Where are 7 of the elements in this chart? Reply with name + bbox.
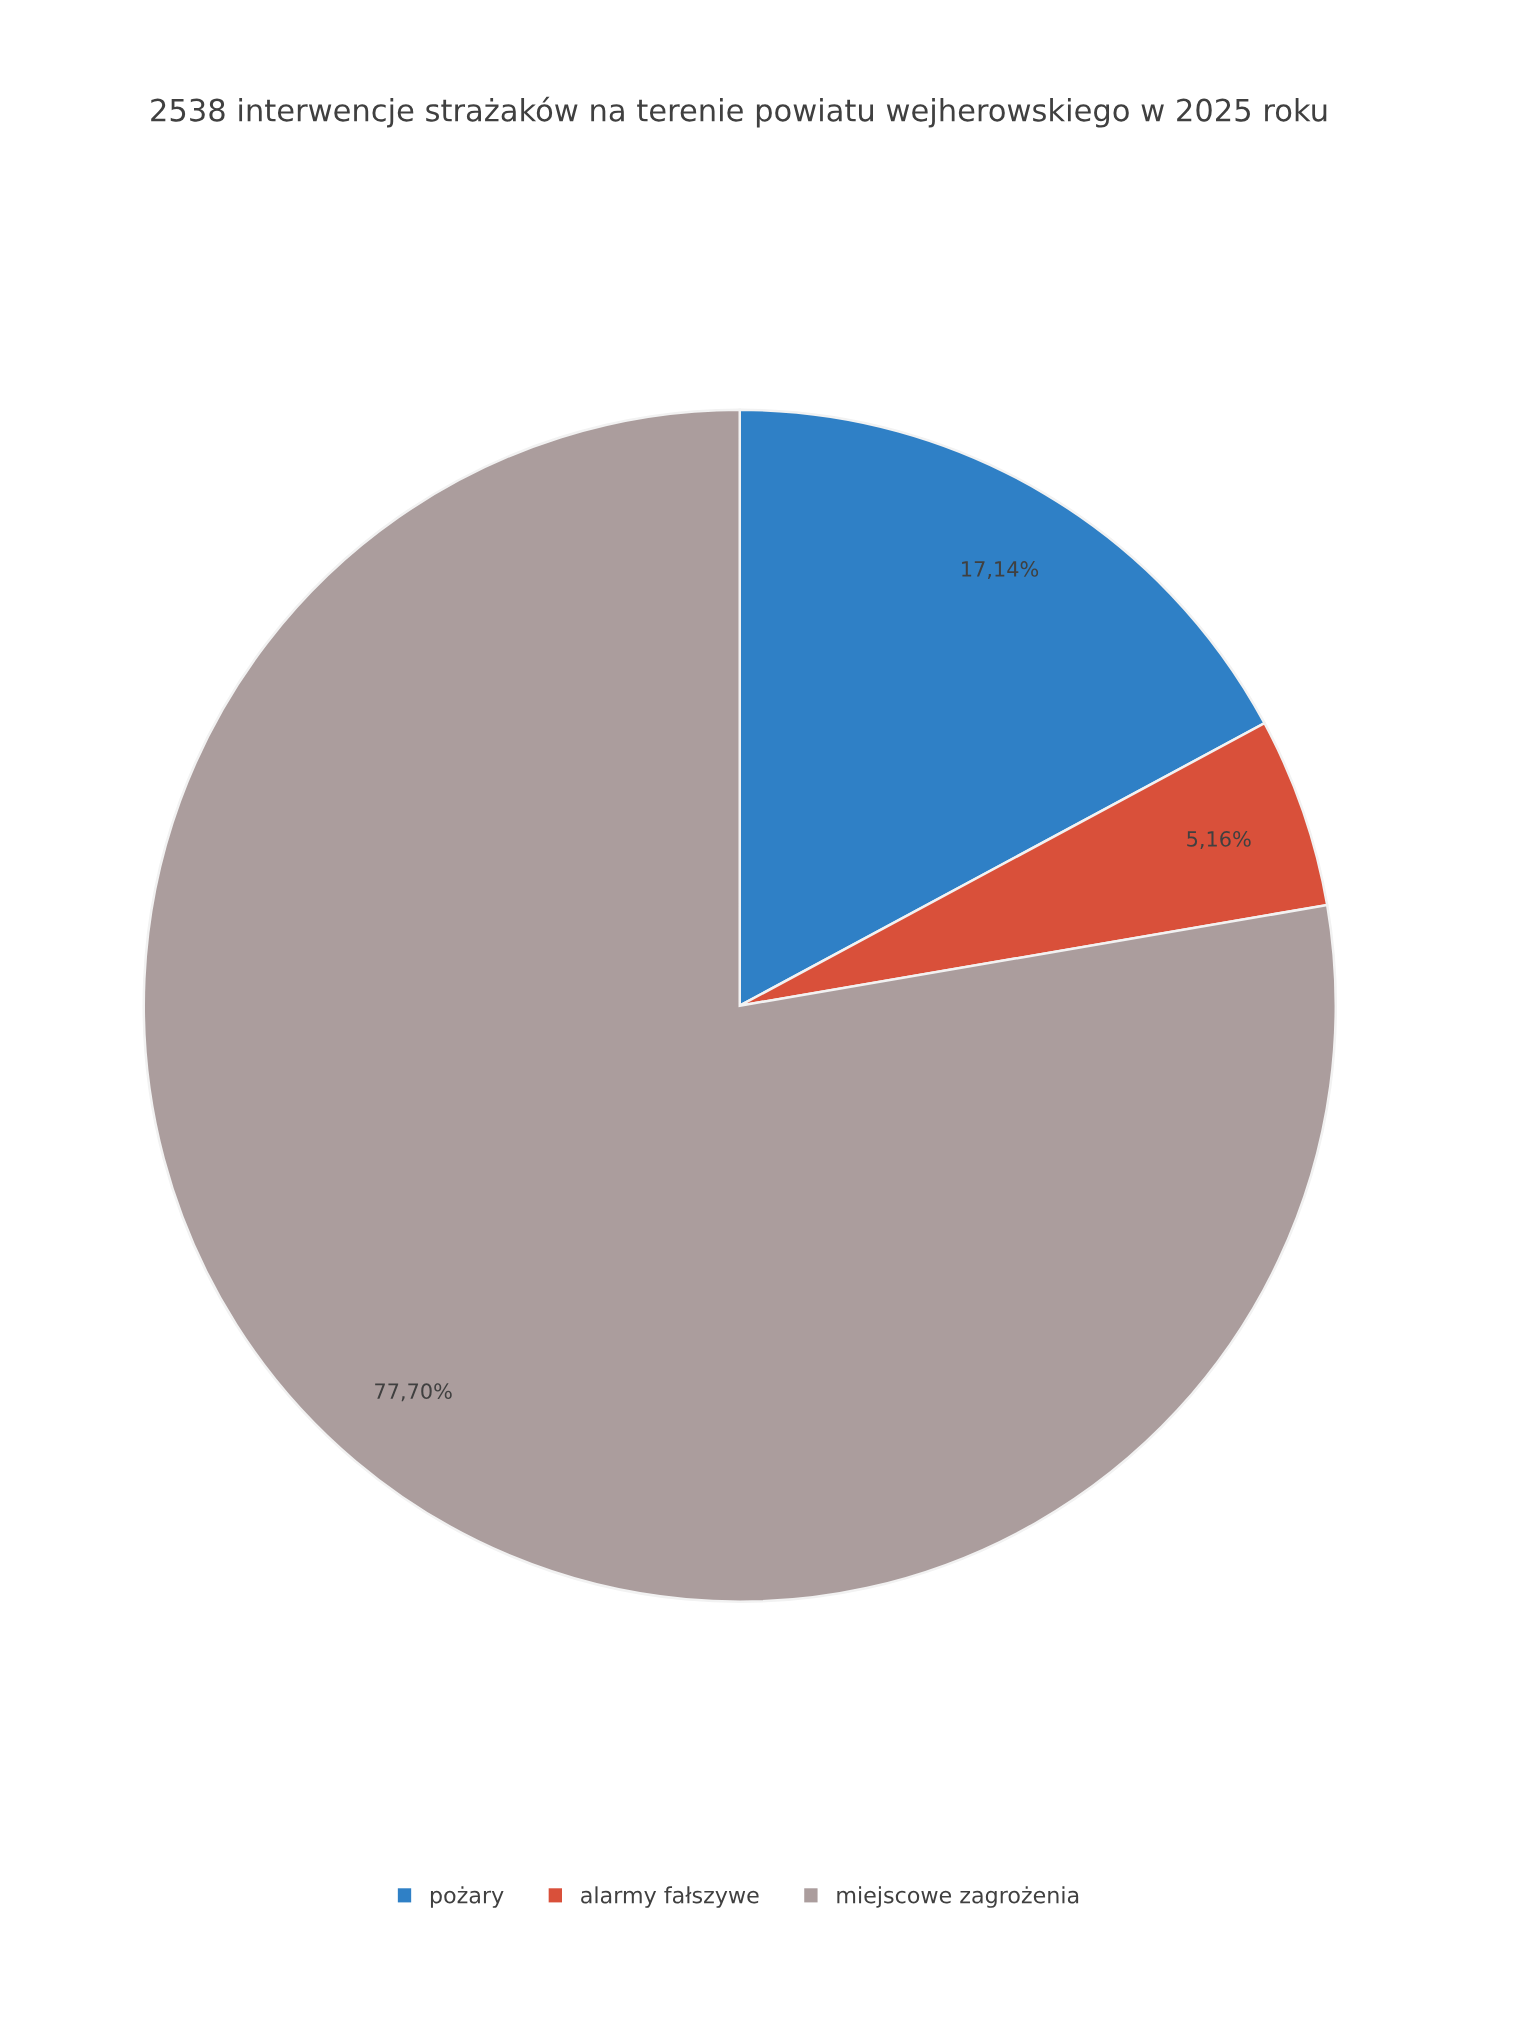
data-label: 5,16% — [1187, 831, 1251, 849]
data-label: 17,14% — [962, 561, 1039, 579]
legend-label: alarmy fałszywe — [581, 1886, 759, 1908]
data-label: 77,70% — [375, 1383, 452, 1402]
legend-label: miejscowe zagrożenia — [837, 1886, 1079, 1908]
legend-label: pożary — [430, 1886, 504, 1908]
chart-title: 2538 interwencje strażaków na terenie powiatu wejherowskiego w 2025 roku — [151, 96, 1327, 128]
